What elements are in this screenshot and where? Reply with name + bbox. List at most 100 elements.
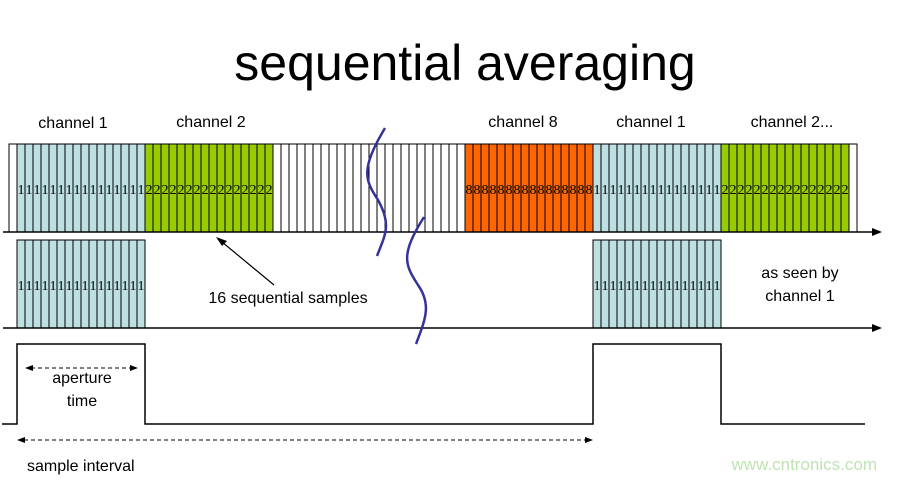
sample-cell-digit: 8 [570,183,577,198]
sample-cell-box [408,143,418,233]
sample-cell-digit: 1 [666,183,673,198]
sample-cell: 1 [688,143,698,233]
sample-cell-box [288,143,298,233]
sample-cell-digit: 1 [98,279,105,294]
sample-cell-digit: 8 [490,183,497,198]
sample-cell [336,143,346,233]
sample-interval-label: sample interval [27,458,135,475]
sample-cell: 1 [40,143,50,233]
sample-cell-digit: 1 [42,279,49,294]
sample-cell-digit: 1 [34,279,41,294]
sample-cell-digit: 2 [794,183,801,198]
sample-cell-digit: 1 [66,183,73,198]
sample-cell-digit: 2 [218,183,225,198]
sample-cell [280,143,290,233]
sample-cell: 1 [72,239,82,329]
sample-cell-digit: 1 [58,279,65,294]
sample-cell-digit: 2 [170,183,177,198]
sample-cell: 2 [824,143,834,233]
sample-cell-digit: 1 [594,279,601,294]
sample-cell: 1 [712,239,722,329]
sample-cell: 2 [176,143,186,233]
sample-cell: 1 [72,143,82,233]
sample-cell-digit: 1 [674,183,681,198]
sample-cell: 8 [496,143,506,233]
sample-cell-digit: 2 [266,183,273,198]
sample-cell-digit: 8 [578,183,585,198]
sample-cell-digit: 1 [706,279,713,294]
arrowhead-icon [585,437,593,443]
sample-cell: 2 [720,143,730,233]
sample-cell-digit: 1 [66,279,73,294]
sample-cell: 2 [736,143,746,233]
sample-cell: 1 [608,239,618,329]
sample-cell-box [344,143,354,233]
sample-cell: 1 [128,143,138,233]
sample-cell: 2 [832,143,842,233]
sample-cell-digit: 8 [482,183,489,198]
arrowhead-icon [130,365,138,371]
sample-cell-digit: 1 [98,183,105,198]
sample-cell: 1 [624,143,634,233]
sample-cell-digit: 1 [26,183,33,198]
sample-cell-digit: 1 [594,183,601,198]
sample-cell-digit: 2 [242,183,249,198]
sample-cell: 1 [664,239,674,329]
diagram-title: sequential averaging [234,35,695,91]
sample-cell: 2 [232,143,242,233]
sample-cell-digit: 1 [130,279,137,294]
sample-cell [8,143,18,233]
sample-cell-digit: 1 [42,183,49,198]
sample-cell-digit: 2 [234,183,241,198]
sample-cell-digit: 1 [50,279,57,294]
sample-cell-digit: 2 [746,183,753,198]
sample-cell: 1 [672,239,682,329]
break-mark-right [406,216,428,345]
sample-cell: 1 [48,143,58,233]
sample-cell-digit: 2 [730,183,737,198]
watermark: www.cntronics.com [731,455,877,474]
sample-cell: 1 [40,239,50,329]
sample-cell [312,143,322,233]
sample-cell-digit: 2 [826,183,833,198]
sample-cell-box [448,143,458,233]
sample-cell-digit: 1 [674,279,681,294]
sample-cell-box [440,143,450,233]
sample-cell: 2 [768,143,778,233]
as-seen-by-label: as seen by [761,265,838,282]
sample-cell-digit: 1 [74,279,81,294]
sample-cell-digit: 8 [474,183,481,198]
sample-cell-digit: 1 [650,183,657,198]
sample-cell: 8 [472,143,482,233]
sample-cell-digit: 1 [658,279,665,294]
sample-cell: 1 [104,143,114,233]
sample-cell-digit: 2 [250,183,257,198]
sample-cell: 1 [112,143,122,233]
sample-cell: 1 [112,239,122,329]
sample-cell [376,143,386,233]
label-channel-1: channel 1 [38,115,107,132]
sample-cell: 1 [696,239,706,329]
sample-cell: 1 [704,239,714,329]
sample-cell: 1 [120,239,130,329]
sample-cell-box [352,143,362,233]
sample-cell [352,143,362,233]
sample-cell: 1 [592,239,602,329]
sample-cell: 1 [16,143,26,233]
sample-cell: 8 [520,143,530,233]
sample-cell-digit: 1 [618,279,625,294]
sample-cell: 1 [64,143,74,233]
sample-cell-digit: 2 [162,183,169,198]
sample-cell-digit: 1 [138,183,145,198]
sample-cell [456,143,466,233]
sample-cell-digit: 2 [818,183,825,198]
sample-cell-digit: 2 [802,183,809,198]
sample-cell-digit: 1 [690,183,697,198]
sample-cell: 8 [528,143,538,233]
sample-cell: 8 [576,143,586,233]
sample-cell-digit: 1 [634,279,641,294]
sample-cell-digit: 1 [106,279,113,294]
sample-cell [272,143,282,233]
sample-cell-digit: 2 [810,183,817,198]
